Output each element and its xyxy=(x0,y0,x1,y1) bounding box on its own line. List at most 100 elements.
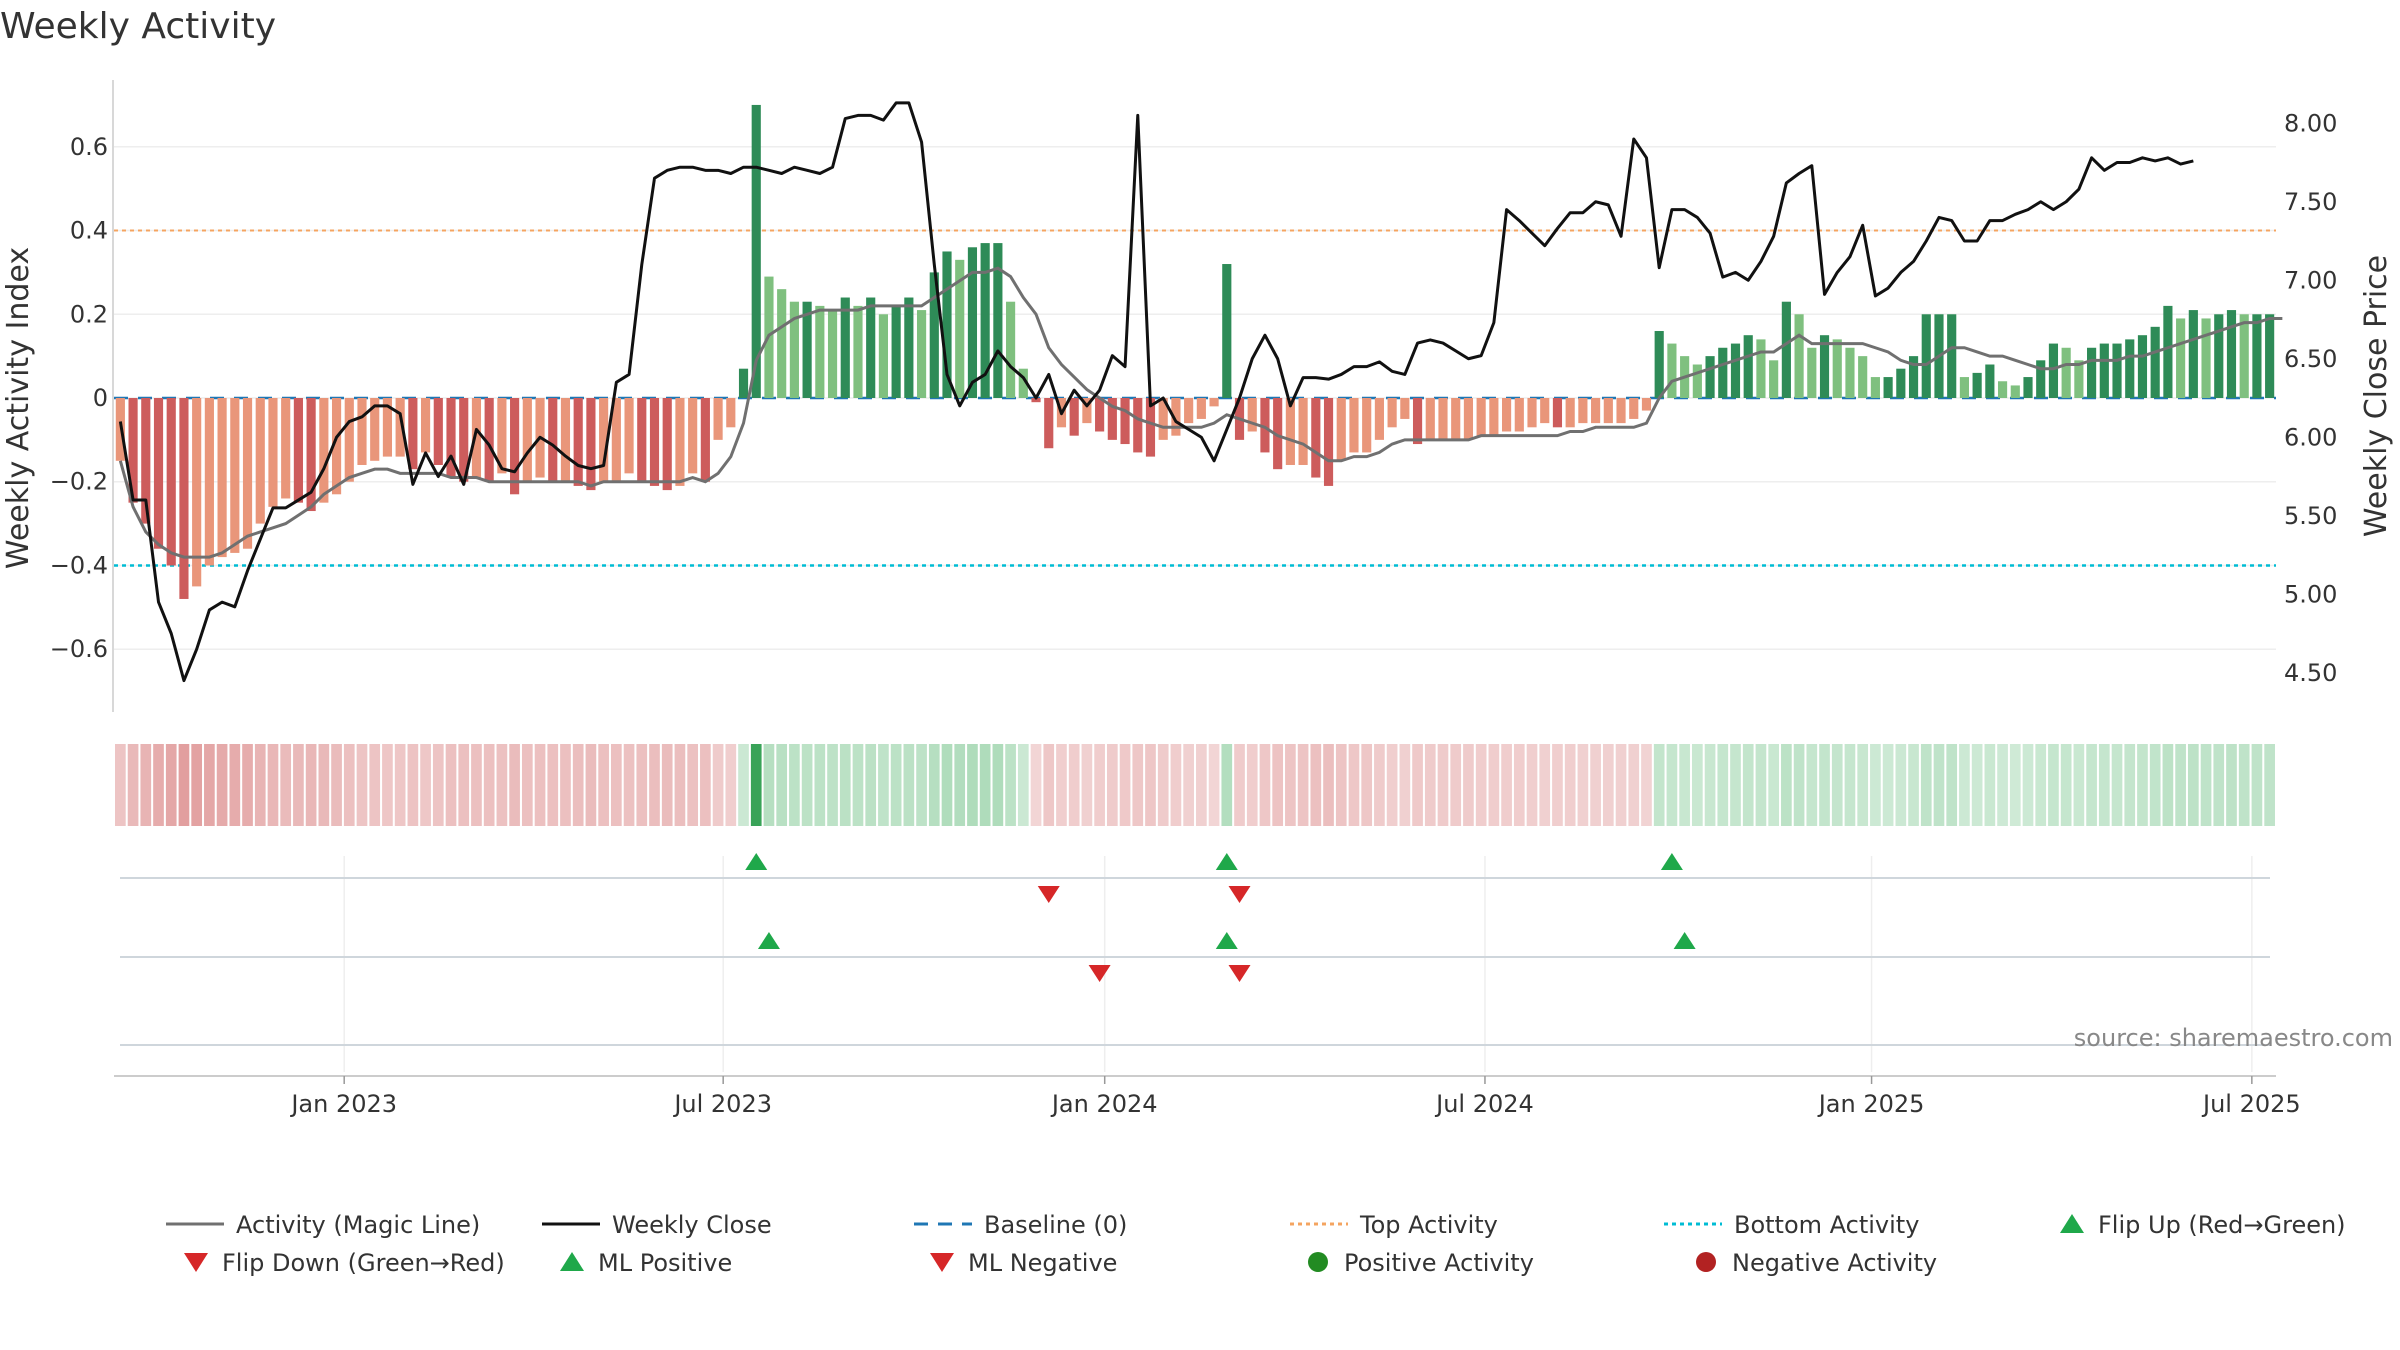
heat-strip-cell xyxy=(789,744,800,826)
activity-bar xyxy=(166,398,176,566)
heat-strip-cell xyxy=(2213,744,2225,826)
heat-strip-cell xyxy=(623,744,635,826)
left-tick-label: 0.2 xyxy=(70,300,108,328)
activity-bar xyxy=(1018,368,1028,398)
right-tick-label: 7.50 xyxy=(2284,188,2337,216)
legend-dot-icon xyxy=(1308,1252,1328,1272)
activity-bar xyxy=(967,247,978,398)
heat-strip-cell xyxy=(1450,744,1462,826)
legend-label: Top Activity xyxy=(1359,1211,1498,1239)
activity-bar xyxy=(2048,343,2059,398)
heat-strip-cell xyxy=(2251,744,2263,826)
heat-strip-cell xyxy=(153,744,164,826)
legend-item: Baseline (0) xyxy=(914,1211,1127,1239)
legend-label: Flip Up (Red→Green) xyxy=(2098,1211,2346,1239)
activity-bar xyxy=(1591,398,1601,424)
activity-bar xyxy=(1260,398,1270,453)
heat-strip-cell xyxy=(420,744,431,826)
heat-strip-cell xyxy=(852,744,864,826)
heat-strip-cell xyxy=(801,744,813,826)
activity-bar xyxy=(1095,398,1105,432)
activity-bar xyxy=(510,398,520,495)
heat-strip-cell xyxy=(725,744,737,826)
heat-strip-cell xyxy=(1831,744,1843,826)
activity-bar xyxy=(1006,301,1016,398)
legend-item: Positive Activity xyxy=(1308,1249,1534,1277)
heat-strip-cell xyxy=(1221,744,1233,826)
activity-bar xyxy=(599,398,609,482)
activity-bar xyxy=(1527,398,1537,428)
activity-bar xyxy=(1069,398,1079,436)
activity-bar xyxy=(1349,398,1359,453)
heat-strip-cell xyxy=(992,744,1004,826)
activity-bar xyxy=(2061,347,2071,398)
heat-strip-cell xyxy=(903,744,915,826)
activity-bar xyxy=(891,305,901,398)
heat-strip-cell xyxy=(216,744,228,826)
heat-strip-cell xyxy=(1933,744,1945,826)
x-tick-label: Jul 2025 xyxy=(2201,1090,2301,1118)
right-tick-label: 5.00 xyxy=(2284,580,2337,608)
left-tick-label: 0.4 xyxy=(70,217,108,245)
right-tick-label: 7.00 xyxy=(2284,266,2337,294)
heat-strip-cell xyxy=(1183,744,1194,826)
heat-strip-cell xyxy=(1653,744,1665,826)
activity-bar xyxy=(293,398,303,503)
activity-bar xyxy=(2226,310,2237,398)
heat-strip-cell xyxy=(2098,744,2110,826)
activity-bar xyxy=(738,368,749,398)
activity-bar xyxy=(1133,398,1143,453)
heat-strip-cell xyxy=(280,744,292,826)
heat-strip-cell xyxy=(1246,744,1258,826)
legend-label: ML Positive xyxy=(598,1249,732,1277)
heat-strip-cell xyxy=(2009,744,2021,826)
activity-bar xyxy=(1387,398,1397,428)
heat-strip-cell xyxy=(318,744,330,826)
activity-bar xyxy=(866,297,876,398)
legend-item: Bottom Activity xyxy=(1664,1211,1919,1239)
heat-strip-cell xyxy=(2200,744,2212,826)
heat-strip-cell xyxy=(2124,744,2136,826)
activity-bar xyxy=(1145,398,1156,457)
activity-bar xyxy=(586,398,596,491)
activity-bar xyxy=(1247,398,1257,432)
heat-strip-cell xyxy=(1348,744,1360,826)
heat-strip-cell xyxy=(674,744,686,826)
heat-strip-cell xyxy=(967,744,978,826)
activity-bar xyxy=(1603,398,1613,424)
signal-rows xyxy=(120,853,2270,1046)
heat-strip-cell xyxy=(712,744,724,826)
heat-strip-cell xyxy=(1234,744,1245,826)
heat-strip-cell xyxy=(1285,744,1296,826)
activity-bar xyxy=(446,398,456,478)
activity-bar xyxy=(1947,314,1957,398)
legend-item: Flip Down (Green→Red) xyxy=(184,1249,505,1277)
left-axis-label: Weekly Activity Index xyxy=(1,247,36,569)
heat-strip-cell xyxy=(1781,744,1792,826)
heat-strip-cell xyxy=(878,744,889,826)
activity-bar xyxy=(230,398,240,553)
activity-bar xyxy=(802,301,812,398)
x-tick-label: Jul 2024 xyxy=(1434,1090,1534,1118)
heat-strip-cell xyxy=(890,744,902,826)
heat-strip-cell xyxy=(521,744,533,826)
activity-bar xyxy=(789,301,799,398)
activity-bar xyxy=(548,398,558,482)
activity-bar xyxy=(1807,347,1817,398)
heat-strip-cell xyxy=(572,744,584,826)
activity-bar xyxy=(1184,398,1194,424)
activity-bar xyxy=(1502,398,1512,432)
activity-bar xyxy=(459,398,469,482)
activity-bar xyxy=(1870,377,1880,398)
heat-strip-cell xyxy=(331,744,342,826)
activity-bar xyxy=(1629,398,1639,419)
series-lines xyxy=(118,101,2283,683)
heat-strip-cell xyxy=(2149,744,2161,826)
activity-bar xyxy=(1451,398,1461,440)
activity-bar xyxy=(980,243,990,398)
signal-down-marker xyxy=(1228,965,1251,982)
activity-bar xyxy=(675,398,685,486)
heat-strip-cell xyxy=(394,744,406,826)
activity-bar xyxy=(853,305,863,398)
heat-strip-cell xyxy=(636,744,648,826)
